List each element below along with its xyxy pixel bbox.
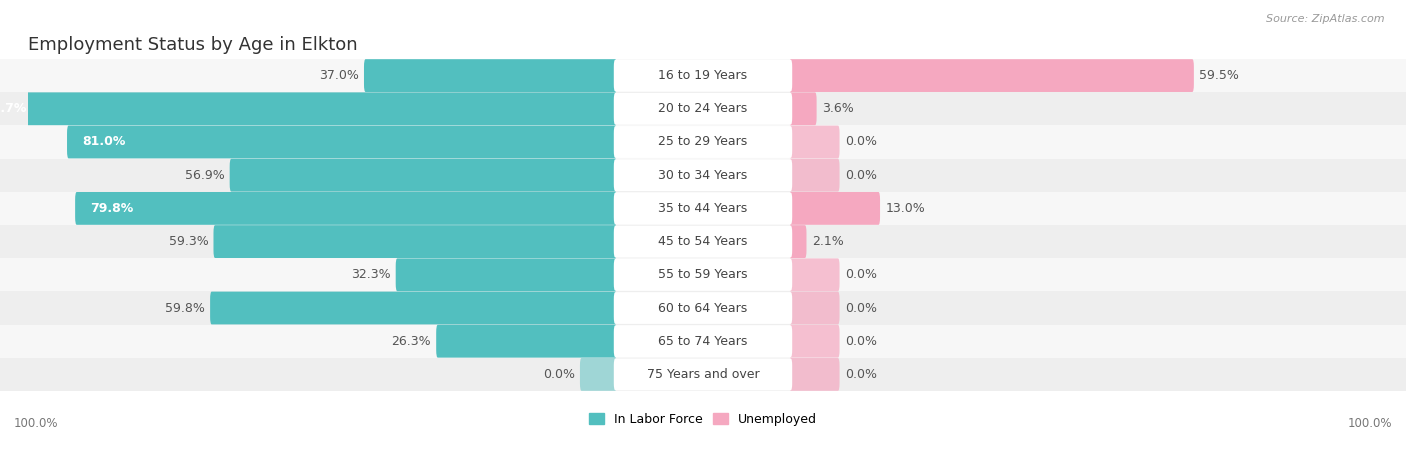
Text: 56.9%: 56.9%: [184, 169, 225, 182]
Text: 75 Years and over: 75 Years and over: [647, 368, 759, 381]
Text: Source: ZipAtlas.com: Source: ZipAtlas.com: [1267, 14, 1385, 23]
Text: 0.0%: 0.0%: [543, 368, 575, 381]
Text: 95.7%: 95.7%: [0, 102, 27, 115]
FancyBboxPatch shape: [229, 159, 617, 192]
FancyBboxPatch shape: [614, 93, 792, 125]
Text: 0.0%: 0.0%: [845, 335, 877, 348]
Text: 81.0%: 81.0%: [82, 135, 125, 148]
FancyBboxPatch shape: [789, 126, 839, 158]
Text: 100.0%: 100.0%: [1347, 417, 1392, 430]
FancyBboxPatch shape: [789, 225, 807, 258]
Text: 35 to 44 Years: 35 to 44 Years: [658, 202, 748, 215]
FancyBboxPatch shape: [614, 259, 792, 291]
Text: 60 to 64 Years: 60 to 64 Years: [658, 302, 748, 315]
FancyBboxPatch shape: [789, 258, 839, 291]
Text: 79.8%: 79.8%: [90, 202, 134, 215]
FancyBboxPatch shape: [789, 192, 880, 225]
Text: 32.3%: 32.3%: [352, 268, 391, 281]
Text: 26.3%: 26.3%: [391, 335, 432, 348]
Text: 30 to 34 Years: 30 to 34 Years: [658, 169, 748, 182]
Text: 0.0%: 0.0%: [845, 169, 877, 182]
Text: 55 to 59 Years: 55 to 59 Years: [658, 268, 748, 281]
Bar: [0, 258, 1406, 292]
FancyBboxPatch shape: [395, 258, 617, 291]
Text: 100.0%: 100.0%: [14, 417, 59, 430]
Bar: [0, 324, 1406, 358]
Text: 0.0%: 0.0%: [845, 268, 877, 281]
Text: 65 to 74 Years: 65 to 74 Years: [658, 335, 748, 348]
FancyBboxPatch shape: [789, 325, 839, 358]
Text: Employment Status by Age in Elkton: Employment Status by Age in Elkton: [28, 36, 357, 54]
Text: 2.1%: 2.1%: [811, 235, 844, 248]
Text: 0.0%: 0.0%: [845, 302, 877, 315]
FancyBboxPatch shape: [214, 225, 617, 258]
FancyBboxPatch shape: [614, 126, 792, 158]
Bar: [0, 158, 1406, 192]
Text: 25 to 29 Years: 25 to 29 Years: [658, 135, 748, 148]
FancyBboxPatch shape: [789, 59, 1194, 92]
FancyBboxPatch shape: [364, 59, 617, 92]
Bar: [0, 59, 1406, 92]
Text: 0.0%: 0.0%: [845, 135, 877, 148]
Text: 20 to 24 Years: 20 to 24 Years: [658, 102, 748, 115]
FancyBboxPatch shape: [614, 159, 792, 191]
FancyBboxPatch shape: [67, 126, 617, 158]
FancyBboxPatch shape: [614, 226, 792, 257]
FancyBboxPatch shape: [436, 325, 617, 358]
Bar: [0, 225, 1406, 258]
Text: 13.0%: 13.0%: [886, 202, 925, 215]
Text: 59.5%: 59.5%: [1199, 69, 1239, 82]
FancyBboxPatch shape: [789, 159, 839, 192]
Text: 16 to 19 Years: 16 to 19 Years: [658, 69, 748, 82]
Text: 59.3%: 59.3%: [169, 235, 208, 248]
FancyBboxPatch shape: [0, 92, 617, 125]
FancyBboxPatch shape: [614, 325, 792, 357]
FancyBboxPatch shape: [789, 92, 817, 125]
FancyBboxPatch shape: [75, 192, 617, 225]
FancyBboxPatch shape: [209, 292, 617, 324]
Legend: In Labor Force, Unemployed: In Labor Force, Unemployed: [583, 408, 823, 431]
Text: 59.8%: 59.8%: [165, 302, 205, 315]
Text: 0.0%: 0.0%: [845, 368, 877, 381]
FancyBboxPatch shape: [614, 193, 792, 224]
Bar: [0, 92, 1406, 126]
Bar: [0, 192, 1406, 225]
Bar: [0, 126, 1406, 158]
Text: 37.0%: 37.0%: [319, 69, 359, 82]
Text: 45 to 54 Years: 45 to 54 Years: [658, 235, 748, 248]
FancyBboxPatch shape: [789, 358, 839, 391]
FancyBboxPatch shape: [789, 292, 839, 324]
Text: 3.6%: 3.6%: [821, 102, 853, 115]
FancyBboxPatch shape: [579, 358, 617, 391]
FancyBboxPatch shape: [614, 292, 792, 324]
FancyBboxPatch shape: [614, 359, 792, 390]
Bar: [0, 292, 1406, 324]
FancyBboxPatch shape: [614, 60, 792, 91]
Bar: [0, 358, 1406, 391]
